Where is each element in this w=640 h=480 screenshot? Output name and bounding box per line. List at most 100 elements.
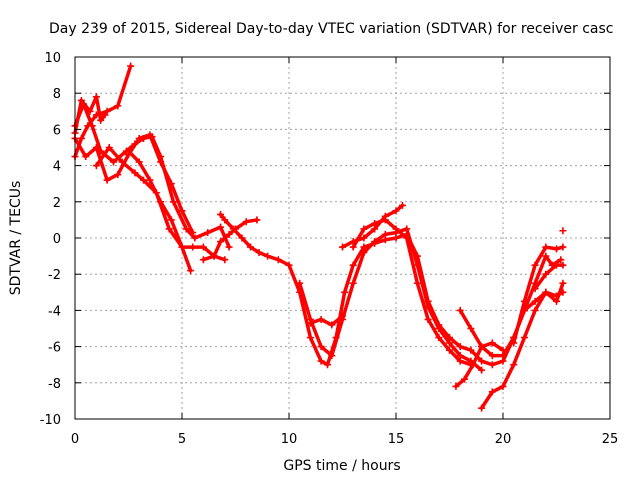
data-point-marker [146, 176, 154, 184]
data-point-marker [217, 238, 225, 246]
data-point-marker [392, 207, 400, 215]
data-point-marker [339, 243, 346, 251]
series-track-6 [125, 147, 195, 275]
data-point-marker [531, 285, 539, 293]
data-point-marker [92, 93, 100, 101]
data-point-marker [467, 325, 475, 332]
series-track-15 [478, 279, 567, 412]
data-point-marker [221, 216, 229, 224]
data-point-marker [360, 248, 368, 256]
y-tick-label: 2 [53, 196, 61, 211]
x-tick-label: 5 [178, 432, 186, 447]
y-tick-labels: -10 -8 -6 -4 -2 0 2 4 6 8 10 [40, 51, 61, 428]
series-track-4 [71, 131, 197, 237]
data-point-marker [339, 312, 346, 320]
data-point-marker [559, 243, 567, 251]
y-tick-label: -6 [48, 341, 61, 356]
data-point-marker [114, 102, 122, 110]
data-point-marker [157, 158, 165, 166]
data-point-marker [103, 107, 111, 115]
data-point-marker [225, 230, 233, 238]
data-point-marker [424, 315, 432, 323]
data-point-marker [92, 162, 100, 170]
data-point-marker [328, 352, 336, 360]
data-point-marker [360, 225, 368, 233]
data-point-marker [559, 227, 567, 235]
grid [75, 57, 610, 419]
series-line [73, 102, 231, 249]
data-point-marker [478, 366, 486, 374]
data-point-marker [306, 319, 314, 327]
data-point-marker [488, 339, 496, 347]
data-point-marker [488, 361, 496, 369]
data-point-marker [360, 234, 368, 242]
data-point-marker [255, 248, 263, 256]
data-point-marker [531, 297, 539, 305]
data-point-marker [446, 339, 453, 347]
data-point-marker [392, 225, 400, 233]
data-point-marker [225, 243, 233, 251]
data-point-marker [456, 343, 464, 351]
y-tick-label: 10 [44, 51, 61, 66]
data-point-marker [328, 321, 336, 329]
data-point-marker [531, 261, 539, 269]
data-point-marker [469, 361, 477, 369]
data-point-marker [557, 256, 565, 264]
data-point-marker [125, 147, 132, 155]
y-axis-label: SDTVAR / TECUs [8, 181, 24, 296]
data-point-marker [296, 279, 304, 287]
data-point-marker [189, 229, 197, 237]
data-point-marker [118, 158, 126, 166]
data-point-marker [478, 357, 486, 365]
x-axis-label: GPS time / hours [283, 458, 400, 474]
y-tick-label: -8 [48, 377, 61, 392]
data-point-marker [435, 325, 443, 332]
data-point-marker [317, 315, 325, 323]
data-point-marker [285, 261, 293, 269]
y-tick-label: -4 [48, 304, 61, 319]
series-line [454, 341, 505, 389]
data-point-marker [97, 116, 105, 124]
y-tick-label: 8 [53, 87, 61, 102]
data-point-marker [131, 169, 139, 177]
data-point-marker [542, 243, 550, 251]
data-point-marker [413, 279, 421, 287]
data-point-marker [191, 234, 199, 242]
data-point-marker [317, 357, 325, 365]
data-point-marker [105, 144, 113, 151]
data-point-marker [467, 346, 475, 354]
data-point-marker [324, 361, 332, 369]
data-point-marker [246, 243, 254, 251]
x-tick-label: 0 [71, 432, 79, 447]
data-point-marker [221, 256, 229, 264]
data-point-marker [460, 375, 468, 383]
data-point-marker [499, 382, 507, 390]
axis-ticks [74, 56, 611, 420]
data-point-marker [553, 292, 560, 300]
data-point-marker [403, 225, 411, 233]
series-line [308, 314, 345, 327]
data-point-marker [139, 176, 147, 184]
data-point-marker [77, 96, 85, 104]
data-point-marker [146, 131, 154, 139]
data-point-marker [187, 267, 195, 275]
data-point-marker [478, 404, 486, 412]
series-track-8 [217, 210, 565, 369]
data-point-marker [446, 346, 453, 354]
data-point-marker [452, 382, 460, 390]
data-point-marker [403, 234, 411, 242]
data-point-marker [398, 201, 406, 209]
data-point-marker [381, 216, 389, 224]
data-point-marker [92, 144, 100, 151]
series-track-1 [71, 62, 135, 161]
chart-title: Day 239 of 2015, Sidereal Day-to-day VTE… [49, 21, 613, 37]
data-point-marker [542, 288, 550, 296]
data-point-marker [553, 261, 560, 269]
data-point-marker [88, 122, 96, 130]
x-tick-label: 20 [495, 432, 512, 447]
y-tick-label: 4 [53, 160, 61, 175]
series-track-17 [510, 243, 567, 347]
data-point-marker [381, 230, 389, 238]
data-point-marker [82, 153, 90, 161]
